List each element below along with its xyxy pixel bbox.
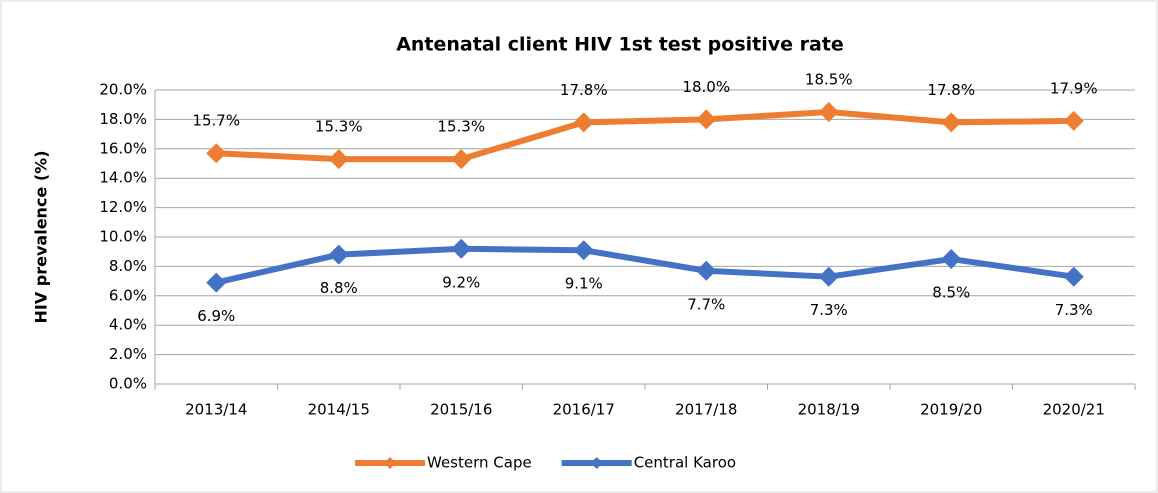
data-label: 18.0% (682, 78, 730, 96)
y-tick-label: 4.0% (109, 316, 147, 334)
x-tick-label: 2019/20 (920, 401, 982, 419)
marker (818, 266, 839, 287)
y-tick-label: 18.0% (99, 110, 147, 128)
y-tick-label: 20.0% (99, 81, 147, 99)
y-tick-label: 0.0% (109, 375, 147, 393)
legend-label: Western Cape (427, 454, 532, 472)
data-label: 18.5% (805, 71, 853, 89)
y-tick-label: 14.0% (99, 169, 147, 187)
y-tick-label: 12.0% (99, 198, 147, 216)
marker (451, 149, 472, 170)
x-tick-label: 2013/14 (185, 401, 247, 419)
data-label: 15.3% (315, 118, 363, 136)
x-tick-label: 2014/15 (308, 401, 370, 419)
x-tick-label: 2015/16 (430, 401, 492, 419)
data-label: 7.3% (1055, 301, 1093, 319)
marker (941, 112, 962, 133)
marker (573, 240, 594, 261)
data-label: 6.9% (197, 307, 235, 325)
data-label: 17.8% (560, 81, 608, 99)
marker (451, 238, 472, 259)
series-line (215, 245, 1075, 286)
marker (206, 272, 227, 293)
chart-title: Antenatal client HIV 1st test positive r… (396, 34, 844, 56)
marker (573, 112, 594, 133)
data-label: 15.7% (192, 112, 240, 130)
legend-marker (590, 457, 603, 469)
marker (1063, 110, 1084, 131)
marker (696, 109, 717, 130)
legend-label: Central Karoo (634, 454, 736, 472)
data-label: 8.8% (320, 279, 358, 297)
marker (328, 149, 349, 170)
marker (696, 260, 717, 281)
marker (941, 249, 962, 270)
x-tick-label: 2020/21 (1043, 401, 1105, 419)
x-tick-label: 2017/18 (675, 401, 737, 419)
y-tick-label: 10.0% (99, 228, 147, 246)
y-tick-label: 8.0% (109, 257, 147, 275)
marker (206, 143, 227, 164)
data-label: 9.2% (442, 273, 480, 291)
y-axis-label: HIV prevalence (%) (32, 150, 51, 323)
x-tick-label: 2018/19 (798, 401, 860, 419)
data-label: 17.8% (927, 81, 975, 99)
y-tick-label: 6.0% (109, 286, 147, 304)
marker (1063, 266, 1084, 287)
marker (818, 102, 839, 123)
legend-marker (384, 457, 396, 469)
marker (328, 244, 349, 265)
data-label: 17.9% (1050, 79, 1098, 97)
y-tick-label: 16.0% (99, 139, 147, 157)
data-label: 7.3% (810, 301, 848, 319)
data-label: 9.1% (565, 275, 603, 293)
data-label: 8.5% (932, 284, 970, 302)
y-tick-label: 2.0% (109, 345, 147, 363)
series-line (216, 109, 1074, 163)
data-label: 7.7% (687, 295, 725, 313)
data-label: 15.3% (437, 118, 485, 136)
x-tick-label: 2016/17 (553, 401, 615, 419)
